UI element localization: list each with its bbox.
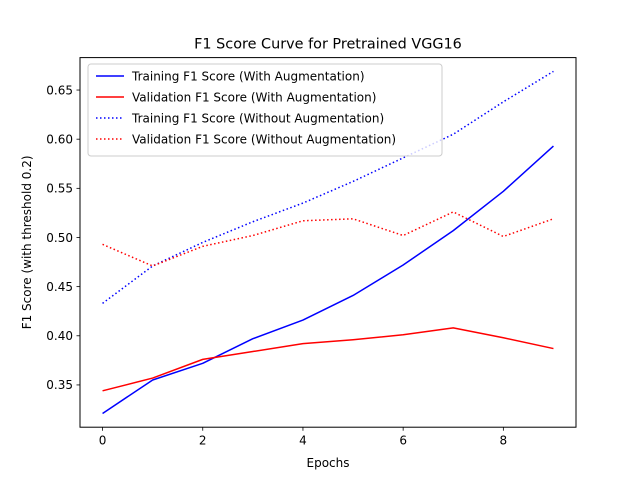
y-tick-label: 0.35 [46, 378, 73, 392]
axes-frame [79, 57, 577, 428]
x-tick-label: 2 [199, 434, 207, 448]
chart-title: F1 Score Curve for Pretrained VGG16 [194, 37, 462, 53]
legend-label-1: Training F1 Score (With Augmentation) [131, 69, 365, 83]
y-tick-label: 0.55 [46, 182, 73, 196]
y-tick-label: 0.40 [46, 329, 73, 343]
x-axis: 0 2 4 6 8 [99, 427, 507, 448]
x-tick-label: 8 [500, 434, 508, 448]
series-line-2 [102, 327, 554, 392]
series-line-1 [102, 145, 554, 415]
y-tick-label: 0.60 [46, 132, 73, 146]
series-line-3 [102, 70, 554, 304]
y-tick-label: 0.45 [46, 280, 73, 294]
y-tick-label: 0.50 [46, 231, 73, 245]
y-tick-label: 0.65 [46, 83, 73, 97]
legend-label-2: Validation F1 Score (With Augmentation) [132, 90, 376, 104]
x-axis-label: Epochs [307, 456, 350, 470]
series-line-4 [102, 211, 554, 267]
legend-label-3: Training F1 Score (Without Augmentation) [131, 111, 384, 125]
x-tick-label: 0 [99, 434, 107, 448]
y-axis-label: F1 Score (with threshold 0.2) [20, 155, 34, 329]
y-axis: 0.35 0.40 0.45 0.50 0.55 0.60 0.65 [46, 83, 80, 392]
series-layer [102, 70, 554, 415]
x-tick-label: 4 [299, 434, 307, 448]
legend-box [87, 63, 443, 157]
legend-label-4: Validation F1 Score (Without Augmentatio… [132, 132, 396, 146]
x-tick-label: 6 [399, 434, 407, 448]
legend: Training F1 Score (With Augmentation) Val… [87, 63, 443, 157]
